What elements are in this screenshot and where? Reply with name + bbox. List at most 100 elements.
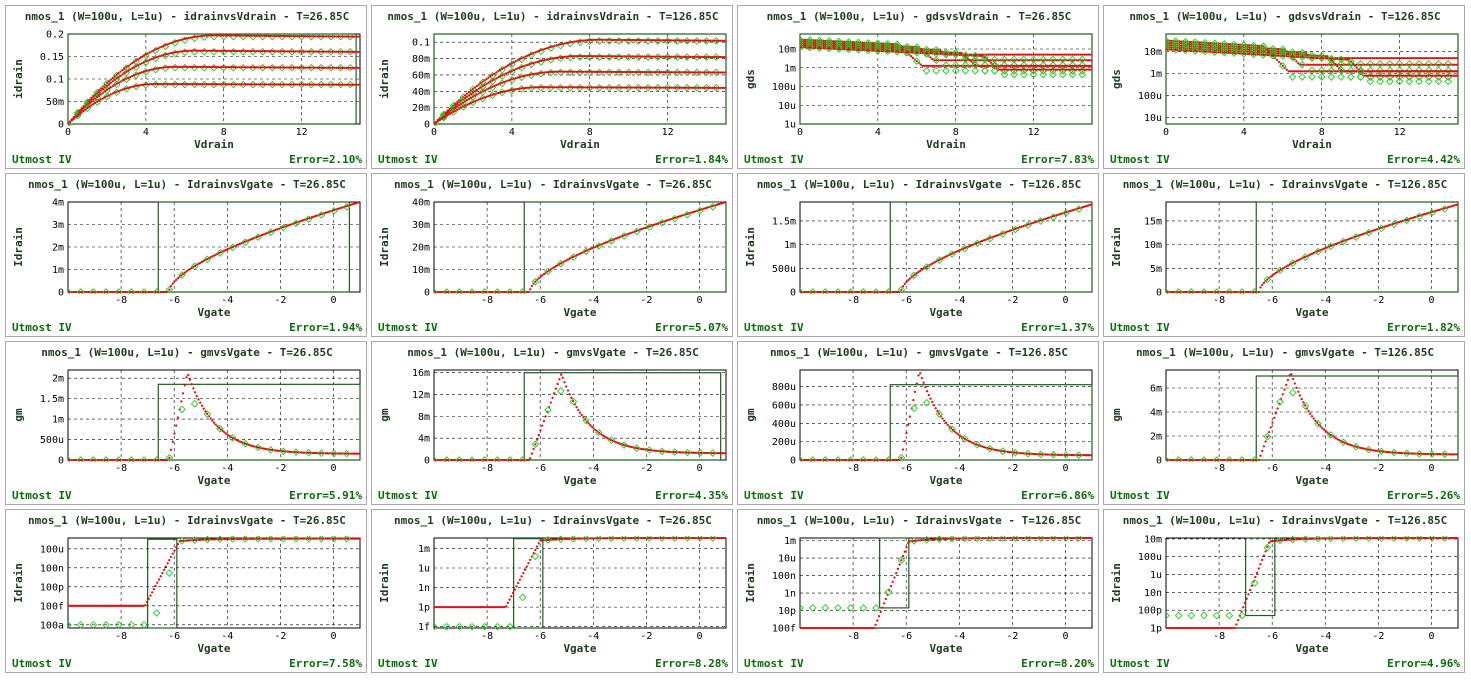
simulated-point <box>156 55 159 59</box>
simulated-point <box>850 290 853 294</box>
simulated-point <box>1032 452 1035 456</box>
simulated-point <box>249 66 253 69</box>
simulated-point <box>672 86 675 89</box>
simulated-point <box>236 439 240 442</box>
simulated-point <box>1417 56 1421 60</box>
simulated-point <box>650 39 654 42</box>
x-tick-label: 0 <box>1062 463 1068 474</box>
measured-point <box>1024 449 1032 458</box>
y-tick-label: 4m <box>52 198 64 209</box>
simulated-point <box>1394 56 1397 60</box>
simulated-point <box>635 446 638 450</box>
simulated-point <box>477 83 480 86</box>
simulated-point <box>442 116 445 119</box>
simulated-point <box>676 55 679 58</box>
simulated-point <box>189 82 192 86</box>
simulated-point <box>1065 68 1068 71</box>
simulated-point <box>883 458 886 462</box>
simulated-point <box>482 290 485 294</box>
simulated-point <box>584 54 587 58</box>
measured-point <box>696 449 704 457</box>
simulated-point <box>175 65 179 69</box>
simulated-point <box>292 83 295 86</box>
simulated-point <box>223 249 226 252</box>
simulated-point <box>987 64 990 68</box>
simulated-point <box>1421 56 1425 60</box>
simulated-point <box>1011 53 1014 56</box>
simulated-point <box>438 290 441 294</box>
simulated-point <box>808 46 811 49</box>
simulated-point <box>238 83 241 86</box>
simulated-point <box>1454 70 1458 73</box>
simulated-point <box>115 73 118 76</box>
simulated-point <box>247 34 251 37</box>
simulated-point <box>1063 64 1066 68</box>
simulated-point <box>841 290 845 294</box>
simulated-point <box>927 64 930 68</box>
simulated-point <box>893 290 896 294</box>
simulated-point <box>166 52 169 56</box>
simulated-point <box>495 77 498 80</box>
simulated-point <box>656 71 660 74</box>
simulated-point <box>604 38 607 41</box>
simulated-point <box>699 55 702 59</box>
simulated-point <box>216 49 220 52</box>
simulated-point <box>853 290 857 294</box>
chart-panel: nmos_1 (W=100u, L=1u) - IdrainvsVgate - … <box>1103 173 1465 337</box>
measured-point <box>455 456 464 462</box>
simulated-point <box>1020 452 1023 455</box>
y-tick-label: 50m <box>46 97 64 108</box>
simulated-point <box>828 458 831 462</box>
fit-window <box>889 384 1093 461</box>
simulated-point <box>895 458 898 462</box>
simulated-point <box>176 416 180 419</box>
simulated-point <box>506 89 510 92</box>
simulated-point <box>1386 56 1390 60</box>
simulated-point <box>479 91 482 94</box>
measured-point <box>1327 66 1336 75</box>
simulated-point <box>292 50 295 53</box>
simulated-point <box>286 34 290 38</box>
simulated-point <box>534 72 537 75</box>
simulated-point <box>824 290 827 294</box>
simulated-point <box>1433 56 1436 60</box>
y-tick-label: 15m <box>1144 216 1162 227</box>
simulated-point <box>72 117 75 120</box>
simulated-point <box>1044 53 1047 56</box>
simulated-point <box>147 290 150 294</box>
simulated-point <box>1014 64 1018 68</box>
measured-point <box>1166 36 1170 45</box>
simulated-point <box>934 407 937 410</box>
data-layer <box>800 372 1092 462</box>
simulated-point <box>312 35 315 38</box>
simulated-point <box>703 55 706 59</box>
measured-point <box>1298 60 1307 69</box>
simulated-point <box>566 389 570 392</box>
measured-point <box>1078 61 1087 69</box>
x-axis-label: Vdrain <box>194 138 234 151</box>
simulated-point <box>532 52 535 55</box>
simulated-point <box>496 458 499 462</box>
simulated-point <box>211 419 214 422</box>
simulated-point <box>650 55 654 58</box>
simulated-point <box>144 60 148 63</box>
simulated-point <box>705 55 708 59</box>
simulated-point <box>1322 63 1325 66</box>
y-tick-label: 10u <box>1144 113 1162 124</box>
measured-point <box>607 436 616 445</box>
simulated-point <box>306 83 309 86</box>
simulated-point <box>715 86 718 89</box>
simulated-point <box>635 70 638 74</box>
simulated-point <box>1447 70 1450 73</box>
simulated-point <box>211 255 214 258</box>
simulated-point <box>465 290 468 294</box>
measured-point <box>834 288 842 294</box>
simulated-point <box>1242 290 1245 294</box>
simulated-point <box>845 458 848 462</box>
simulated-point <box>288 450 291 453</box>
simulated-point <box>504 458 508 462</box>
y-axis-label: gm <box>1110 408 1123 422</box>
measured-point <box>805 41 814 50</box>
simulated-point <box>123 290 126 294</box>
simulated-point <box>142 290 145 294</box>
